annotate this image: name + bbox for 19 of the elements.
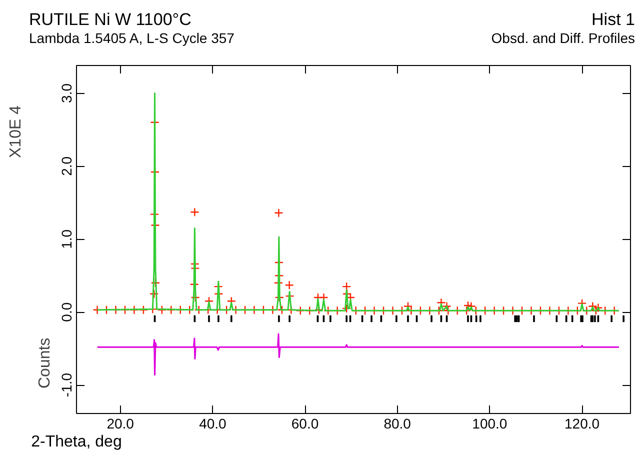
chart-subtitle: Lambda 1.5405 A, L-S Cycle 357: [29, 30, 234, 46]
x-axis-title: 2-Theta, deg: [31, 434, 122, 450]
y-tick-label: 2.0: [58, 156, 74, 176]
x-tick-label: 60.0: [291, 416, 319, 432]
x-tick-label: 40.0: [199, 416, 227, 432]
y-tick-label: 3.0: [58, 83, 74, 103]
y-tick-label: 0.0: [58, 302, 74, 322]
text: Hist 1: [592, 10, 635, 29]
x-tick-label: 120.0: [564, 416, 600, 432]
x-tick-label: 20.0: [106, 416, 134, 432]
x-tick-label: 80.0: [384, 416, 412, 432]
chart-title: RUTILE Ni W 1100°C: [29, 10, 192, 29]
x-tick-label: 100.0: [472, 416, 508, 432]
y-tick-label: -1.0: [58, 372, 74, 398]
line-series: [96, 333, 620, 376]
y-tick-label: 1.0: [58, 229, 74, 249]
y-axis-title: Counts: [36, 338, 54, 388]
text: X10E 4: [8, 105, 24, 158]
text: Obsd. and Diff. Profiles: [491, 30, 635, 46]
